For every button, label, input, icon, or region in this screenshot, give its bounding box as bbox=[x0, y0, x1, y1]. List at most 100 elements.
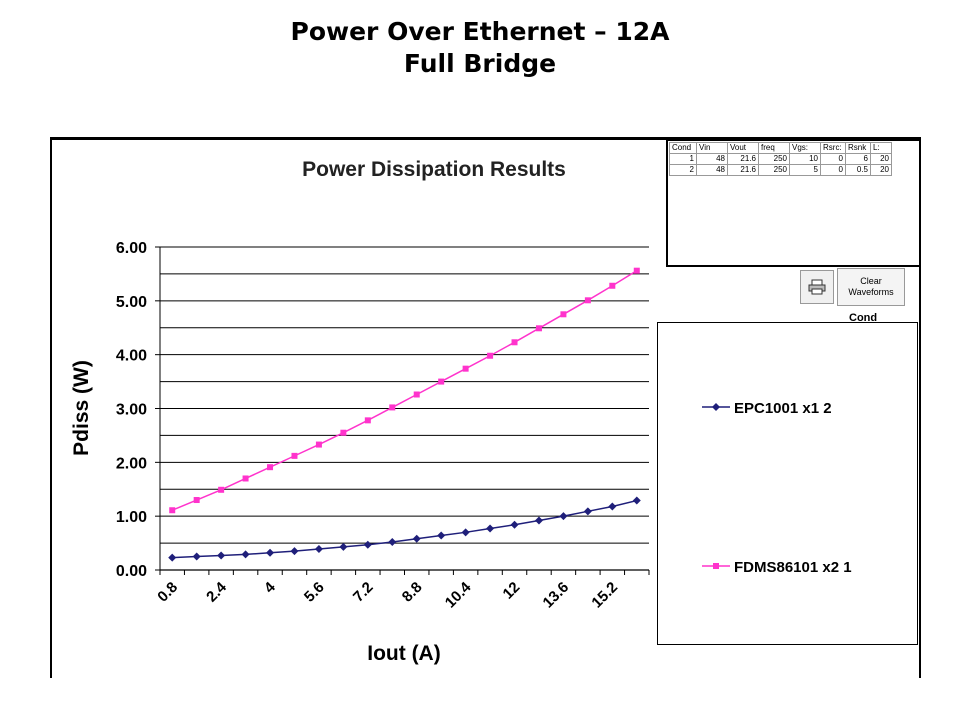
data-point bbox=[218, 486, 225, 493]
cond-header-2: Vout bbox=[727, 142, 759, 154]
cond-header-6: Rsnk bbox=[845, 142, 871, 154]
x-tick-label: 2.4 bbox=[203, 578, 230, 605]
data-point bbox=[290, 547, 299, 556]
legend-marker bbox=[713, 563, 719, 569]
cond-cell: 0 bbox=[820, 153, 846, 165]
x-tick-label: 10.4 bbox=[442, 578, 475, 611]
data-point bbox=[192, 552, 201, 561]
y-tick-label: 1.00 bbox=[116, 509, 147, 526]
data-point bbox=[389, 404, 396, 411]
data-point bbox=[363, 540, 372, 549]
y-tick-label: 6.00 bbox=[116, 240, 147, 257]
y-tick-label: 4.00 bbox=[116, 348, 147, 365]
power-dissipation-chart: Power Dissipation Results 0.00 1.00 2.00 3.0… bbox=[70, 158, 650, 665]
data-point bbox=[510, 520, 519, 529]
data-point bbox=[560, 311, 567, 318]
x-tick-label: 7.2 bbox=[350, 579, 377, 606]
data-point bbox=[486, 524, 495, 533]
table-row: 1 48 21.6 250 10 0 6 20 bbox=[669, 153, 892, 165]
data-point bbox=[559, 512, 568, 521]
cond-cell: 1 bbox=[669, 153, 697, 165]
cond-cell: 48 bbox=[696, 153, 728, 165]
data-point bbox=[241, 550, 250, 559]
data-point bbox=[291, 452, 298, 459]
cond-cell: 20 bbox=[870, 153, 892, 165]
data-point bbox=[487, 352, 494, 359]
data-point bbox=[534, 516, 543, 525]
data-point bbox=[461, 528, 470, 537]
data-point bbox=[168, 553, 177, 562]
cond-cell: 0 bbox=[820, 164, 846, 176]
conditions-panel: Cond Vin Vout freq Vgs: Rsrc: Rsnk L: 1 48 21.6 25… bbox=[666, 139, 921, 267]
data-point bbox=[438, 378, 445, 385]
y-tick-label: 0.00 bbox=[116, 563, 147, 580]
data-point bbox=[462, 365, 469, 372]
data-point bbox=[608, 502, 617, 511]
conditions-table: Cond Vin Vout freq Vgs: Rsrc: Rsnk L: 1 48 21.6 25… bbox=[669, 142, 892, 176]
data-point bbox=[267, 464, 274, 471]
data-point bbox=[340, 429, 347, 436]
table-row: 2 48 21.6 250 5 0 0.5 20 bbox=[669, 164, 892, 176]
data-point bbox=[193, 497, 200, 504]
cond-cell: 2 bbox=[669, 164, 697, 176]
slide-subtitle: Full Bridge bbox=[403, 49, 557, 78]
cond-cell: 48 bbox=[696, 164, 728, 176]
series-line-0 bbox=[172, 499, 637, 559]
data-point bbox=[242, 475, 249, 482]
data-point bbox=[583, 507, 592, 516]
y-tick-label: 3.00 bbox=[116, 402, 147, 419]
x-tick-label: 4 bbox=[261, 578, 279, 596]
cond-cell: 250 bbox=[758, 153, 790, 165]
series-line-1 bbox=[171, 270, 638, 511]
y-tick-label: 2.00 bbox=[116, 455, 147, 472]
chart-title: Power Dissipation Results bbox=[302, 158, 566, 181]
data-point bbox=[584, 297, 591, 304]
y-tick-label: 5.00 bbox=[116, 294, 147, 311]
cond-cell: 6 bbox=[845, 153, 871, 165]
data-point bbox=[315, 441, 322, 448]
data-point bbox=[412, 534, 421, 543]
print-button[interactable] bbox=[800, 270, 834, 304]
data-point bbox=[169, 507, 176, 514]
cond-cell: 21.6 bbox=[727, 153, 759, 165]
data-point bbox=[339, 542, 348, 551]
x-tick-label: 13.6 bbox=[540, 579, 573, 612]
slide-title: Power Over Ethernet – 12A bbox=[290, 17, 670, 46]
printer-icon bbox=[808, 279, 826, 295]
cond-header-1: Vin bbox=[696, 142, 728, 154]
cond-cell: 20 bbox=[870, 164, 892, 176]
data-point bbox=[632, 496, 641, 505]
cond-cell: 10 bbox=[789, 153, 821, 165]
cond-header-4: Vgs: bbox=[789, 142, 821, 154]
cond-cell: 0.5 bbox=[845, 164, 871, 176]
data-point bbox=[413, 391, 420, 398]
cond-cell: 5 bbox=[789, 164, 821, 176]
x-axis-label: Iout (A) bbox=[367, 642, 440, 665]
cond-cell: 21.6 bbox=[727, 164, 759, 176]
data-point bbox=[633, 267, 640, 274]
cond-cell: 250 bbox=[758, 164, 790, 176]
x-tick-label: 0.8 bbox=[154, 579, 181, 606]
data-point bbox=[535, 325, 542, 332]
data-point bbox=[388, 538, 397, 547]
legend-label: EPC1001 x1 2 bbox=[734, 400, 832, 417]
data-point bbox=[609, 282, 616, 289]
data-point bbox=[437, 531, 446, 540]
legend-label: FDMS86101 x2 1 bbox=[734, 559, 852, 576]
cond-header-3: freq bbox=[758, 142, 790, 154]
cond-label: Cond bbox=[849, 312, 878, 324]
y-axis-label: Pdiss (W) bbox=[70, 360, 93, 456]
x-tick-label: 15.2 bbox=[588, 579, 621, 612]
cond-header-0: Cond bbox=[669, 142, 697, 154]
data-point bbox=[314, 545, 323, 554]
chart-legend: EPC1001 x1 2 FDMS86101 x2 1 bbox=[657, 322, 918, 645]
data-point bbox=[266, 548, 275, 557]
data-point bbox=[364, 417, 371, 424]
data-point bbox=[217, 551, 226, 560]
x-tick-label: 5.6 bbox=[301, 579, 328, 606]
cond-header-5: Rsrc: bbox=[820, 142, 846, 154]
data-point bbox=[511, 339, 518, 346]
clear-waveforms-button[interactable]: Clear Waveforms bbox=[837, 268, 905, 306]
cond-header-7: L: bbox=[870, 142, 892, 154]
legend-graphic: EPC1001 x1 2 FDMS86101 x2 1 bbox=[702, 400, 852, 576]
